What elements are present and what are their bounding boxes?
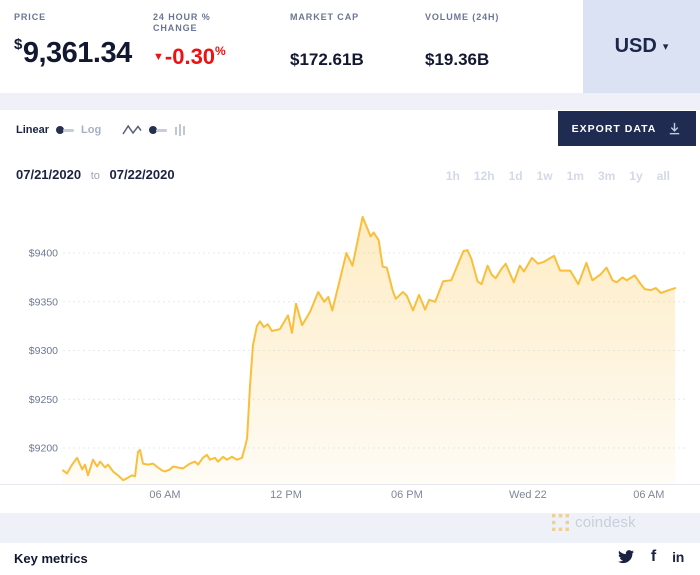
scale-toggle: Linear Log	[16, 124, 101, 136]
currency-selector[interactable]: USD ▾	[583, 0, 700, 93]
log-scale-option[interactable]: Log	[81, 124, 102, 136]
currency-selector-value: USD	[614, 35, 657, 57]
change-stat: 24 HOUR % CHANGE ▼-0.30%	[153, 12, 241, 69]
toggle-track	[156, 128, 167, 132]
x-tick-label: 12 PM	[270, 489, 302, 501]
export-data-label: EXPORT DATA	[571, 122, 657, 135]
range-button-1w[interactable]: 1w	[536, 169, 553, 183]
linkedin-icon[interactable]: in	[672, 549, 684, 565]
date-range: 07/21/2020 to 07/22/2020	[16, 167, 175, 182]
range-button-1m[interactable]: 1m	[566, 169, 584, 183]
range-button-all[interactable]: all	[656, 169, 670, 183]
key-metrics-bar: Key metrics f in	[0, 543, 700, 575]
time-range-buttons: 1h 12h 1d 1w 1m 3m 1y all	[446, 169, 670, 183]
start-date-input[interactable]: 07/21/2020	[16, 167, 82, 182]
candles-chart-icon[interactable]	[174, 123, 186, 137]
toggle-track	[63, 128, 75, 132]
key-metrics-title: Key metrics	[14, 551, 88, 566]
change-label: 24 HOUR % CHANGE	[153, 12, 211, 33]
range-button-3m[interactable]: 3m	[597, 169, 616, 183]
market-cap-stat: MARKET CAP $172.61B	[290, 12, 364, 69]
y-tick-label: $9200	[29, 443, 58, 455]
stats-header: PRICE $9,361.34 24 HOUR % CHANGE ▼-0.30%…	[0, 0, 700, 93]
price-amount: 9,361.34	[22, 37, 132, 69]
dollar-sign: $	[14, 36, 22, 53]
price-label: PRICE	[14, 12, 47, 22]
coindesk-watermark: coindesk	[552, 514, 636, 531]
market-cap-label: MARKET CAP	[290, 12, 359, 22]
y-tick-label: $9400	[29, 248, 58, 260]
x-tick-label: Wed 22	[509, 489, 547, 501]
chevron-down-icon: ▾	[662, 41, 669, 53]
change-amount: -0.30	[164, 44, 216, 69]
price-chart-plot[interactable]: $9400 $9350 $9300 $9250 $9200 06 AM 12 PM 06 PM…	[0, 196, 700, 531]
toggle-knob	[56, 126, 65, 134]
twitter-icon[interactable]	[617, 550, 635, 564]
range-button-1y[interactable]: 1y	[629, 169, 643, 183]
price-area	[63, 216, 676, 484]
x-tick-label: 06 AM	[149, 489, 180, 501]
toggle-knob	[149, 126, 157, 134]
range-button-1h[interactable]: 1h	[445, 169, 460, 183]
date-range-separator: to	[90, 170, 100, 182]
price-stat: PRICE $9,361.34	[14, 12, 132, 69]
y-tick-label: $9350	[29, 296, 58, 308]
market-cap-value: $172.61B	[290, 50, 364, 69]
chart-card: Linear Log EXPORT DATA 07/21/2020 to 07/…	[0, 110, 700, 531]
social-share-icons: f in	[617, 548, 684, 566]
linear-scale-option[interactable]: Linear	[16, 124, 50, 136]
change-value: ▼-0.30%	[153, 44, 226, 70]
down-triangle-icon: ▼	[153, 51, 164, 63]
volume-label: VOLUME (24H)	[425, 12, 500, 22]
range-button-12h[interactable]: 12h	[473, 169, 495, 183]
coindesk-logo-icon	[552, 514, 569, 531]
x-tick-label: 06 PM	[391, 489, 423, 501]
chart-type-toggle-switch[interactable]	[149, 126, 167, 134]
facebook-icon[interactable]: f	[650, 548, 657, 565]
price-value: $9,361.34	[14, 36, 132, 70]
x-tick-label: 06 AM	[633, 489, 664, 501]
y-tick-label: $9250	[29, 394, 58, 406]
volume-stat: VOLUME (24H) $19.36B	[425, 12, 500, 69]
percent-sign: %	[215, 44, 226, 58]
volume-value: $19.36B	[425, 50, 490, 69]
price-chart[interactable]: $9400 $9350 $9300 $9250 $9200 06 AM 12 PM 06 PM…	[0, 196, 700, 502]
y-tick-label: $9300	[29, 345, 58, 357]
export-data-button[interactable]: EXPORT DATA	[558, 111, 696, 146]
end-date-input[interactable]: 07/22/2020	[109, 167, 175, 182]
range-button-1d[interactable]: 1d	[508, 169, 523, 183]
download-icon	[670, 122, 680, 135]
chart-type-toggle	[122, 123, 186, 137]
line-chart-icon[interactable]	[122, 123, 142, 137]
scale-toggle-switch[interactable]	[56, 126, 75, 134]
coindesk-wordmark: coindesk	[575, 514, 636, 531]
price-line	[62, 215, 677, 482]
